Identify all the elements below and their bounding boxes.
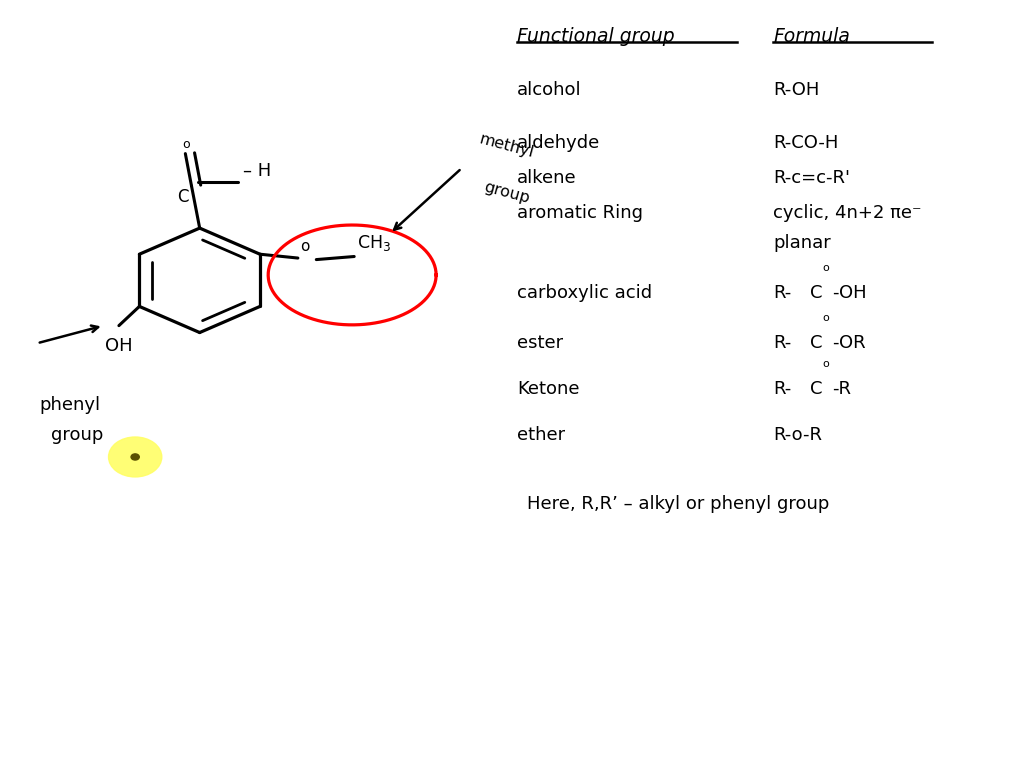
Text: carboxylic acid: carboxylic acid [517,284,652,302]
Text: ester: ester [517,334,563,352]
Text: o: o [822,359,829,369]
Circle shape [109,437,162,477]
Text: R-c=c-R': R-c=c-R' [773,169,850,187]
Text: Formula: Formula [773,27,850,46]
Text: o: o [182,138,190,151]
Text: o: o [822,263,829,273]
Text: R-: R- [773,380,792,398]
Text: C: C [810,380,822,398]
Text: aromatic Ring: aromatic Ring [517,204,643,221]
Text: aldehyde: aldehyde [517,134,600,152]
Text: group: group [482,180,531,207]
Text: Functional group: Functional group [517,27,675,46]
Text: group: group [51,426,103,444]
Text: CH$_3$: CH$_3$ [357,233,391,253]
Text: – H: – H [243,162,271,180]
Text: -OH: -OH [833,284,867,302]
Text: phenyl: phenyl [39,396,100,413]
Text: C: C [810,284,822,302]
Text: Here, R,R’ – alkyl or phenyl group: Here, R,R’ – alkyl or phenyl group [527,495,829,513]
Text: OH: OH [105,337,133,355]
Text: Ketone: Ketone [517,380,580,398]
Text: o: o [300,239,309,254]
Text: R-OH: R-OH [773,81,819,98]
Text: alcohol: alcohol [517,81,582,98]
Circle shape [131,454,139,460]
Text: o: o [822,313,829,323]
Text: R-: R- [773,284,792,302]
Text: -R: -R [833,380,852,398]
Text: -OR: -OR [833,334,866,352]
Text: ether: ether [517,426,565,444]
Text: methyl: methyl [477,131,536,161]
Text: cyclic, 4n+2 πe⁻: cyclic, 4n+2 πe⁻ [773,204,922,221]
Text: R-CO-H: R-CO-H [773,134,839,152]
Text: R-: R- [773,334,792,352]
Text: planar: planar [773,234,830,252]
Text: C: C [177,188,188,206]
Text: R-o-R: R-o-R [773,426,822,444]
Text: alkene: alkene [517,169,577,187]
Text: C: C [810,334,822,352]
